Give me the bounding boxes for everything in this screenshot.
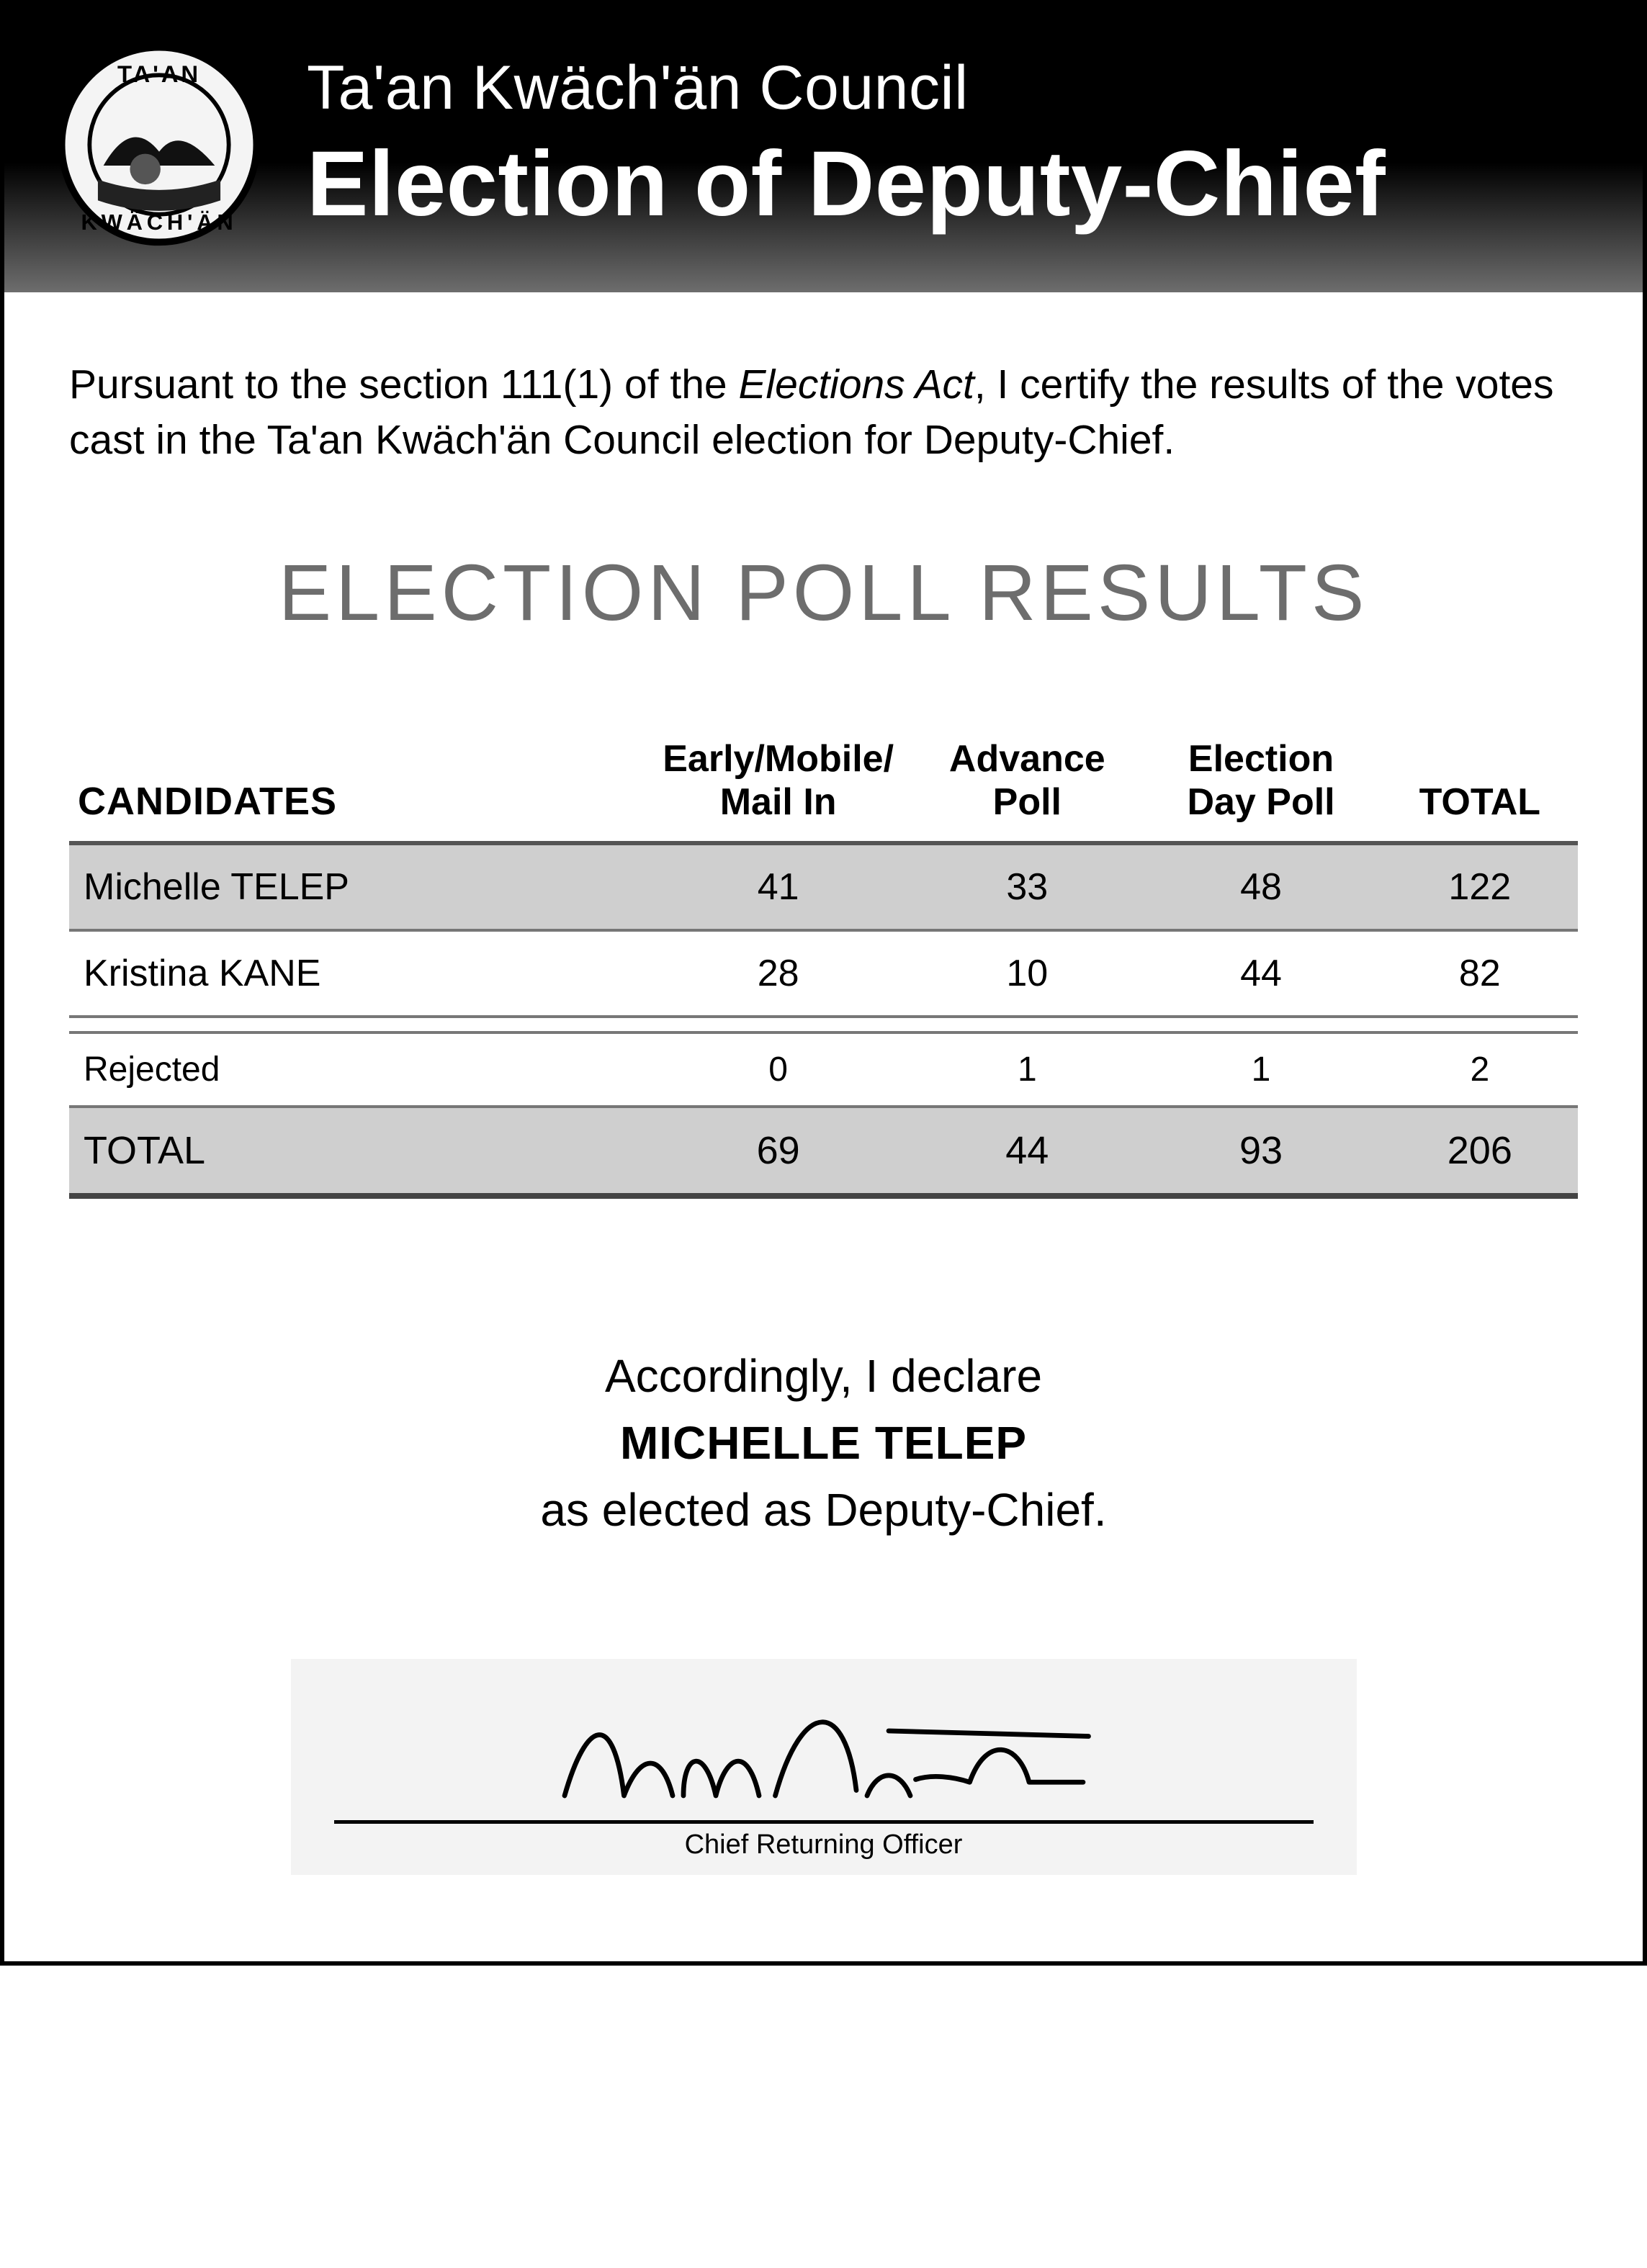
signature-line (334, 1820, 1314, 1824)
svg-text:KWÄCH'ÄN: KWÄCH'ÄN (81, 210, 238, 235)
candidate-name: Kristina KANE (69, 930, 642, 1017)
cell-value: 44 (1140, 930, 1381, 1017)
intro-paragraph: Pursuant to the section 111(1) of the El… (69, 357, 1578, 468)
cell-total: 206 (1382, 1107, 1578, 1196)
cell-value: 1 (1140, 1032, 1381, 1107)
svg-text:TA'AN: TA'AN (117, 60, 201, 87)
cell-value: 69 (642, 1107, 914, 1196)
cell-total: 82 (1382, 930, 1578, 1017)
cell-value: 1 (914, 1032, 1140, 1107)
col-election-day: ElectionDay Poll (1140, 725, 1381, 844)
document-body: Pursuant to the section 111(1) of the El… (4, 292, 1643, 1961)
results-table: CANDIDATES Early/Mobile/Mail In AdvanceP… (69, 725, 1578, 1200)
table-row: Kristina KANE 28 10 44 82 (69, 930, 1578, 1017)
signature-block: Chief Returning Officer (291, 1659, 1357, 1875)
header-org: Ta'an Kwäch'än Council (307, 53, 1386, 124)
intro-prefix: Pursuant to the section 111(1) of the (69, 361, 738, 408)
cell-value: 44 (914, 1107, 1140, 1196)
cell-total: 2 (1382, 1032, 1578, 1107)
page-container: TA'AN KWÄCH'ÄN Ta'an Kwäch'än Council El… (0, 0, 1647, 1966)
signature-icon (500, 1680, 1148, 1824)
total-label: TOTAL (69, 1107, 642, 1196)
declaration-block: Accordingly, I declare MICHELLE TELEP as… (69, 1343, 1578, 1543)
cell-value: 33 (914, 843, 1140, 930)
table-spacer (69, 1017, 1578, 1032)
cell-value: 48 (1140, 843, 1381, 930)
col-total: TOTAL (1382, 725, 1578, 844)
table-header-row: CANDIDATES Early/Mobile/Mail In AdvanceP… (69, 725, 1578, 844)
table-row-total: TOTAL 69 44 93 206 (69, 1107, 1578, 1196)
header-text-block: Ta'an Kwäch'än Council Election of Deput… (307, 53, 1386, 237)
declaration-winner: MICHELLE TELEP (69, 1410, 1578, 1477)
table-row: Michelle TELEP 41 33 48 122 (69, 843, 1578, 930)
cell-value: 0 (642, 1032, 914, 1107)
declaration-line1: Accordingly, I declare (69, 1343, 1578, 1410)
council-logo: TA'AN KWÄCH'ÄN (55, 40, 264, 249)
col-candidates: CANDIDATES (69, 725, 642, 844)
document-header: TA'AN KWÄCH'ÄN Ta'an Kwäch'än Council El… (4, 4, 1643, 292)
header-title: Election of Deputy-Chief (307, 131, 1386, 237)
cell-value: 10 (914, 930, 1140, 1017)
results-heading: ELECTION POLL RESULTS (69, 547, 1578, 639)
table-row-rejected: Rejected 0 1 1 2 (69, 1032, 1578, 1107)
cell-value: 28 (642, 930, 914, 1017)
cell-total: 122 (1382, 843, 1578, 930)
candidate-name: Michelle TELEP (69, 843, 642, 930)
intro-act: Elections Act (738, 361, 974, 408)
cell-value: 41 (642, 843, 914, 930)
declaration-line3: as elected as Deputy-Chief. (69, 1477, 1578, 1544)
cell-value: 93 (1140, 1107, 1381, 1196)
col-early-mobile-mailin: Early/Mobile/Mail In (642, 725, 914, 844)
rejected-label: Rejected (69, 1032, 642, 1107)
col-advance-poll: AdvancePoll (914, 725, 1140, 844)
signature-role: Chief Returning Officer (334, 1830, 1314, 1860)
